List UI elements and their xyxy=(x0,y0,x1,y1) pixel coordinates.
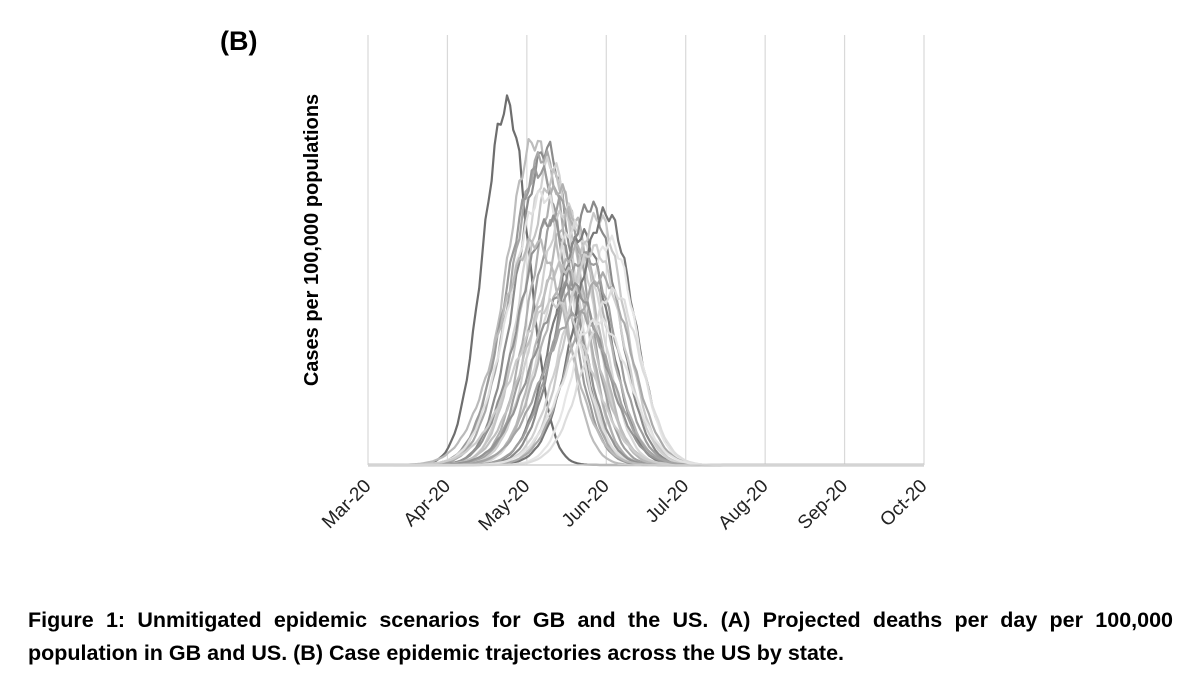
series-line-state-26 xyxy=(368,280,924,467)
grid-lines xyxy=(367,35,925,465)
y-axis-label: Cases per 100,000 populations xyxy=(301,94,323,386)
x-tick-label: Apr-20 xyxy=(400,476,455,531)
panel-label: (B) xyxy=(220,26,258,56)
x-tick-label: Mar-20 xyxy=(318,476,375,533)
x-tick-label: Sep-20 xyxy=(794,476,852,534)
x-tick-labels: Mar-20 Apr-20 May-20 Jun-20 Jul-20 Aug-20 Sep-… xyxy=(318,476,931,536)
series-lines xyxy=(368,94,924,467)
caption-line-2: population in GB and US. (B) Case epidem… xyxy=(28,641,845,665)
figure-caption: Figure 1: Unmitigated epidemic scenarios… xyxy=(28,604,1173,670)
x-tick-label: Aug-20 xyxy=(714,476,772,534)
x-tick-label: Oct-20 xyxy=(876,476,931,531)
x-tick-label: Jun-20 xyxy=(558,476,614,532)
x-tick-label: May-20 xyxy=(475,476,535,536)
x-tick-label: Jul-20 xyxy=(642,476,693,527)
caption-line-1: Figure 1: Unmitigated epidemic scenarios… xyxy=(28,608,1173,632)
epidemic-trajectories-chart: Mar-20 Apr-20 May-20 Jun-20 Jul-20 Aug-20 Sep-… xyxy=(301,35,932,536)
